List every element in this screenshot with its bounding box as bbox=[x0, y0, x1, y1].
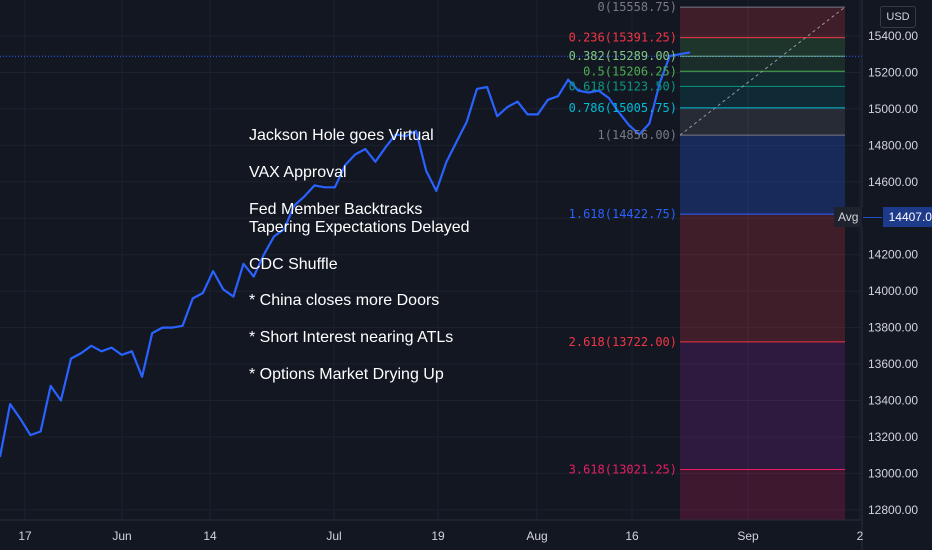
x-tick-label: 19 bbox=[431, 529, 445, 543]
x-tick-label: 14 bbox=[203, 529, 217, 543]
fib-zone bbox=[680, 341, 845, 470]
y-tick-label: 14200.00 bbox=[868, 248, 918, 262]
avg-label: Avg bbox=[834, 206, 863, 227]
fib-level-label: 0.618(15123.50) bbox=[569, 79, 677, 93]
x-tick-label: 16 bbox=[625, 529, 639, 543]
fib-zone bbox=[680, 214, 845, 342]
annotation-jackson-hole: Jackson Hole goes Virtual bbox=[249, 127, 434, 144]
annotation-china: * China closes more Doors bbox=[249, 292, 440, 309]
annotation-vax-approval: VAX Approval bbox=[249, 164, 347, 181]
price-series-line bbox=[0, 51, 691, 458]
fib-level-label: 3.618(13021.25) bbox=[569, 463, 677, 477]
y-axis[interactable]: 15400.00 15200.00 15000.00 14800.00 14600.00… bbox=[868, 29, 918, 517]
fib-level-label: 1(14856.00) bbox=[598, 128, 677, 142]
x-tick-label: Sep bbox=[737, 529, 759, 543]
avg-price-tag: Avg⸺14407.00 bbox=[834, 206, 932, 227]
fib-zone bbox=[680, 37, 845, 57]
annotation-fed-member: Fed Member Backtracks bbox=[249, 201, 423, 218]
x-axis[interactable]: 17 Jun 14 Jul 19 Aug 16 Sep 2 bbox=[18, 529, 863, 543]
fib-level-label: 0(15558.75) bbox=[598, 0, 677, 14]
annotation-short-interest: * Short Interest nearing ATLs bbox=[249, 329, 454, 346]
fib-zone bbox=[680, 469, 845, 520]
fib-level-label: 0.236(15391.25) bbox=[569, 31, 677, 45]
y-tick-label: 15000.00 bbox=[868, 102, 918, 116]
fibonacci-zones bbox=[680, 6, 845, 520]
x-tick-label: Jun bbox=[112, 529, 131, 543]
avg-value: 14407.00 bbox=[882, 206, 932, 227]
fib-zone bbox=[680, 107, 845, 136]
fib-level-label: 0.5(15206.25) bbox=[583, 64, 677, 78]
fib-zone bbox=[680, 7, 845, 38]
currency-button[interactable]: USD bbox=[880, 6, 916, 28]
y-tick-label: 15200.00 bbox=[868, 65, 918, 79]
fib-level-label: 2.618(13722.00) bbox=[569, 335, 677, 349]
fib-level-label: 1.618(14422.75) bbox=[569, 207, 677, 221]
fib-trend-line bbox=[679, 6, 846, 136]
y-tick-label: 13000.00 bbox=[868, 466, 918, 480]
avg-separator: ⸺ bbox=[862, 209, 883, 224]
y-tick-label: 14800.00 bbox=[868, 138, 918, 152]
annotation-tapering: Tapering Expectations Delayed bbox=[249, 219, 470, 236]
fib-zone bbox=[680, 71, 845, 87]
fib-level-label: 0.786(15005.75) bbox=[569, 101, 677, 115]
x-tick-label: 2 bbox=[857, 529, 864, 543]
y-tick-label: 13800.00 bbox=[868, 321, 918, 335]
fibonacci-labels: 0(15558.75) 0.236(15391.25) 0.382(15289.00… bbox=[569, 0, 677, 476]
x-tick-label: Aug bbox=[526, 529, 547, 543]
annotation-options-market: * Options Market Drying Up bbox=[249, 366, 444, 383]
y-tick-label: 15400.00 bbox=[868, 29, 918, 43]
fib-level-label: 0.382(15289.00) bbox=[569, 49, 677, 63]
y-tick-label: 12800.00 bbox=[868, 503, 918, 517]
fib-zone bbox=[680, 135, 845, 215]
y-tick-label: 13600.00 bbox=[868, 357, 918, 371]
annotation-cdc-shuffle: CDC Shuffle bbox=[249, 256, 338, 273]
y-tick-label: 13400.00 bbox=[868, 394, 918, 408]
x-tick-label: 17 bbox=[18, 529, 32, 543]
x-tick-label: Jul bbox=[326, 529, 341, 543]
y-tick-label: 14600.00 bbox=[868, 175, 918, 189]
y-tick-label: 13200.00 bbox=[868, 430, 918, 444]
grid-lines bbox=[0, 0, 862, 520]
fib-zone bbox=[680, 86, 845, 108]
fib-zone bbox=[680, 56, 845, 72]
y-tick-label: 14000.00 bbox=[868, 284, 918, 298]
